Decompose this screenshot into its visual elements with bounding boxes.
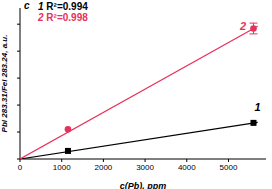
svg-text:1000: 1000 bbox=[53, 163, 71, 172]
svg-text:5000: 5000 bbox=[220, 163, 238, 172]
svg-text:3000: 3000 bbox=[136, 163, 154, 172]
html-text:2 R²=0.998: 2 R²=0.998 bbox=[38, 12, 88, 23]
svg-text:PbI 283.31/FeI 283.24, a.u.: PbI 283.31/FeI 283.24, a.u. bbox=[8, 35, 9, 133]
svg-text:2: 2 bbox=[239, 20, 246, 32]
svg-text:c(Pb), ppm: c(Pb), ppm bbox=[120, 181, 167, 189]
svg-text:4000: 4000 bbox=[178, 163, 196, 172]
svg-text:2000: 2000 bbox=[94, 163, 112, 172]
html-text:c: c bbox=[24, 0, 30, 11]
html-text:1 R²=0.994: 1 R²=0.994 bbox=[38, 1, 88, 12]
svg-text:1: 1 bbox=[255, 101, 261, 113]
svg-text:0: 0 bbox=[18, 163, 23, 172]
